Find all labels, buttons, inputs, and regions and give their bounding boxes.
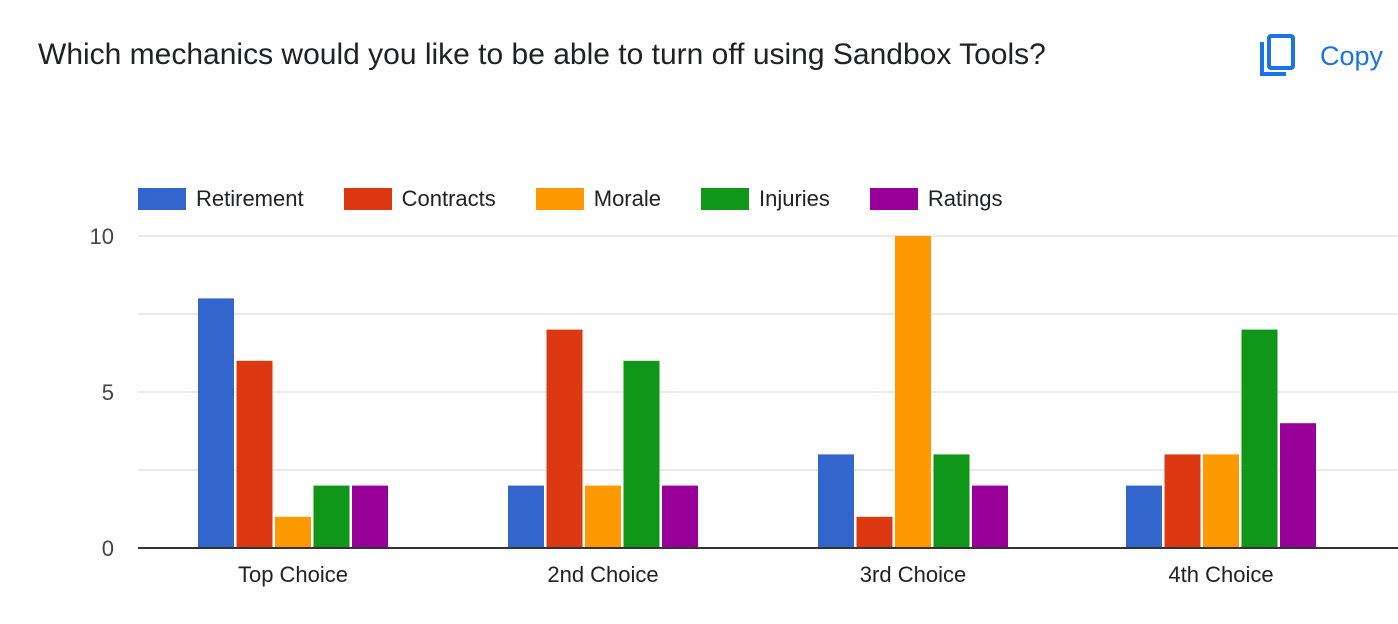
x-category-label: 3rd Choice <box>860 562 966 587</box>
legend-label: Morale <box>593 186 661 211</box>
bar-contracts-3 <box>856 516 893 548</box>
bar-contracts-2 <box>546 329 583 548</box>
bar-retirement-2 <box>508 485 544 548</box>
legend-label: Injuries <box>759 186 830 211</box>
x-category-label: 2nd Choice <box>547 562 658 587</box>
bar-ratings-3 <box>972 485 1008 548</box>
legend-label: Contracts <box>401 186 496 211</box>
bar-retirement-3 <box>818 454 854 548</box>
bar-ratings-1 <box>352 485 388 548</box>
bar-morale-3 <box>895 236 931 548</box>
copy-button[interactable]: Copy <box>1258 34 1383 78</box>
legend-item-morale: Morale <box>535 186 661 212</box>
bar-injuries-3 <box>933 454 970 548</box>
y-tick-label: 10 <box>90 224 114 249</box>
copy-icon <box>1260 34 1295 76</box>
legend-label: Ratings <box>927 186 1003 211</box>
bar-retirement-4 <box>1126 485 1162 548</box>
bar-injuries-4 <box>1241 329 1278 548</box>
question-title: Which mechanics would you like to be abl… <box>38 38 1046 71</box>
bar-retirement-1 <box>198 298 234 548</box>
legend-item-injuries: Injuries <box>701 186 830 212</box>
y-tick-label: 5 <box>102 380 114 405</box>
legend-item-retirement: Retirement <box>138 186 304 212</box>
legend-swatch <box>343 188 392 210</box>
legend-swatch <box>869 188 918 210</box>
bar-contracts-1 <box>236 360 273 548</box>
y-tick-label: 0 <box>102 536 114 561</box>
bar-ratings-2 <box>662 485 698 548</box>
legend-swatch <box>701 188 749 210</box>
bar-morale-4 <box>1203 454 1239 548</box>
bar-ratings-4 <box>1280 423 1316 548</box>
bar-morale-2 <box>585 485 621 548</box>
legend-item-contracts: Contracts <box>343 186 496 212</box>
legend-swatch <box>138 188 186 210</box>
legend-label: Retirement <box>196 186 304 211</box>
copy-label: Copy <box>1320 40 1384 71</box>
legend-swatch <box>535 188 584 210</box>
chart-legend: Retirement Contracts Morale Injuries Ratings <box>138 184 1043 214</box>
legend-item-ratings: Ratings <box>869 186 1003 212</box>
bar-injuries-1 <box>313 485 350 548</box>
bar-morale-1 <box>275 516 311 548</box>
x-category-label: 4th Choice <box>1168 562 1273 587</box>
bar-injuries-2 <box>623 360 660 548</box>
x-category-label: Top Choice <box>238 562 348 587</box>
bar-contracts-4 <box>1164 454 1201 548</box>
